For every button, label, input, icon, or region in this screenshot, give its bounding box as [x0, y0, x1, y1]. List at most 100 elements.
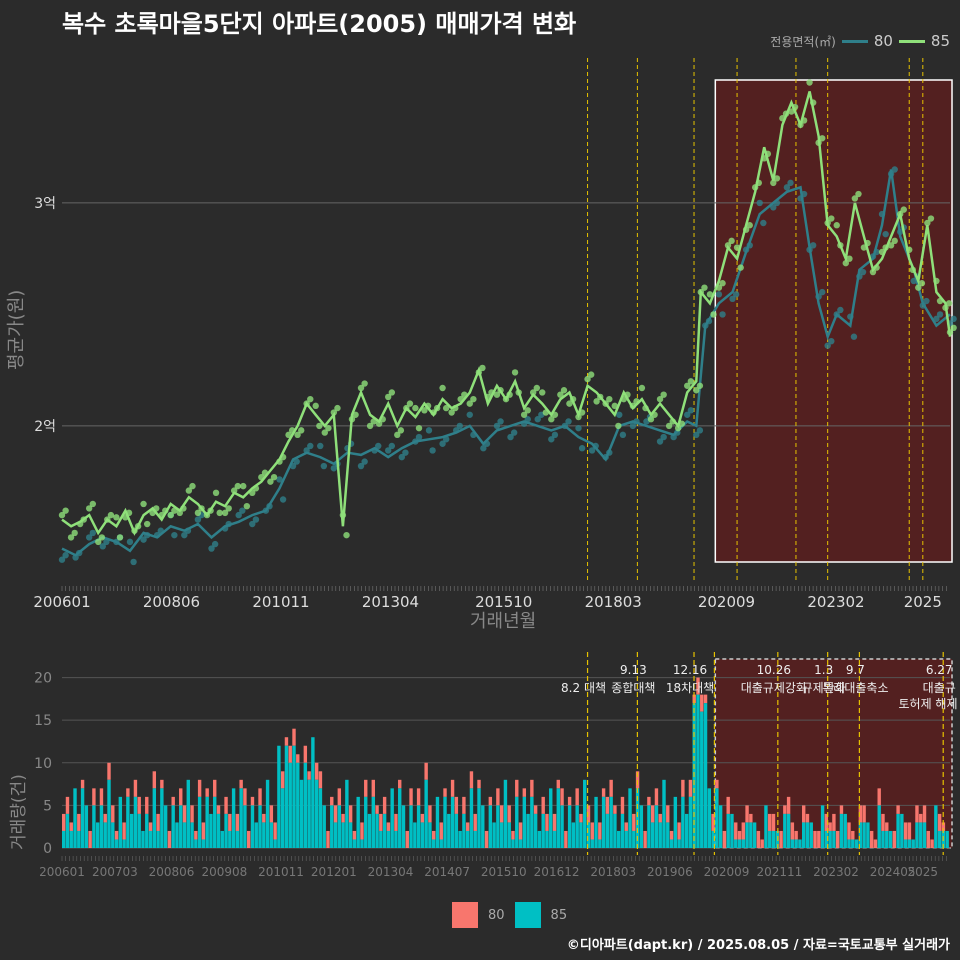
scatter-point-85: [520, 411, 528, 418]
bar-80: [858, 805, 863, 823]
scatter-point-80: [656, 438, 664, 445]
scatter-point-85: [316, 422, 323, 430]
bar-80: [247, 830, 251, 848]
bar-80: [907, 822, 912, 840]
bar-80: [586, 805, 591, 823]
bar-85: [696, 694, 700, 848]
bar-85: [583, 779, 587, 848]
bar-80: [197, 779, 202, 797]
bar-85: [216, 813, 221, 848]
bar-80: [179, 788, 183, 806]
scatter-point-80: [330, 465, 338, 472]
bar-85: [515, 796, 519, 848]
bar-80: [190, 805, 194, 823]
legend-label-80: 80: [873, 32, 893, 50]
bar-80: [873, 839, 878, 848]
bar-85: [141, 830, 145, 848]
scatter-point-85: [357, 384, 365, 392]
scatter-point-80: [171, 531, 178, 539]
policy-date-label: 9.7: [846, 663, 865, 677]
bar-80: [722, 830, 727, 848]
bar-85: [609, 796, 613, 848]
scatter-point-80: [578, 445, 586, 452]
scatter-point-80: [466, 411, 473, 418]
scatter-point-85: [406, 400, 414, 407]
bar-85: [601, 796, 606, 848]
bar-80: [122, 822, 126, 840]
scatter-point-80: [783, 184, 791, 191]
scatter-point-85: [98, 534, 106, 541]
scatter-point-80: [629, 422, 637, 430]
x-tick-label-bottom: 201803: [590, 865, 636, 879]
policy-text-label: 종합대책: [611, 680, 655, 695]
scatter-point-85: [225, 505, 232, 512]
bar-legend-label-85: 85: [550, 907, 568, 923]
scatter-point-85: [71, 529, 78, 537]
scatter-point-80: [72, 554, 79, 561]
scatter-point-85: [212, 489, 220, 497]
bar-85: [477, 788, 481, 848]
scatter-point-85: [385, 393, 392, 401]
bar-80: [477, 779, 481, 789]
scatter-point-85: [851, 195, 859, 202]
bar-85: [148, 830, 153, 848]
scatter-point-85: [606, 395, 613, 403]
bar-85: [885, 830, 889, 848]
bar-85: [111, 822, 115, 848]
policy-text-label: 대출규제강화: [741, 681, 807, 695]
y-tick-label-bottom: 10: [34, 756, 52, 772]
bar-80: [613, 805, 617, 814]
scatter-point-85: [307, 395, 314, 403]
scatter-point-85: [412, 404, 419, 412]
scatter-point-85: [918, 280, 926, 287]
line-legend: 전용면적(㎡) 80 85: [770, 32, 950, 50]
scatter-point-85: [375, 420, 383, 427]
bar-85: [677, 839, 681, 848]
bar-80: [307, 771, 311, 780]
bar-85: [654, 805, 659, 848]
bar-85: [280, 788, 285, 848]
bar-80: [137, 796, 141, 814]
bar-85: [345, 779, 349, 848]
bar-80: [496, 788, 500, 806]
bar-80: [469, 771, 474, 789]
bar-80: [922, 805, 927, 823]
scatter-point-85: [325, 424, 332, 432]
bar-80: [669, 830, 674, 840]
scatter-point-85: [529, 389, 537, 396]
bar-85: [530, 796, 534, 848]
bar-80: [152, 771, 157, 789]
scatter-point-80: [660, 433, 667, 441]
bar-80: [126, 788, 130, 797]
bar-80: [745, 805, 749, 823]
bar-85: [911, 839, 915, 848]
bar-85: [390, 788, 394, 848]
bar-85: [847, 839, 851, 848]
bar-85: [107, 779, 111, 848]
bar-80: [915, 805, 919, 823]
bar-80: [564, 830, 568, 848]
legend-swatch-85: [898, 39, 925, 43]
bar-80: [145, 796, 149, 814]
bar-80: [560, 788, 564, 806]
bar-85: [179, 805, 183, 848]
bar-85: [137, 813, 141, 848]
scatter-point-80: [388, 442, 396, 450]
legend-title: 전용면적(㎡): [770, 34, 836, 49]
scatter-point-85: [361, 380, 368, 387]
scatter-point-85: [334, 404, 341, 412]
scatter-point-85: [693, 387, 700, 394]
scatter-point-85: [724, 242, 732, 249]
bar-85: [526, 813, 530, 848]
scatter-point-80: [276, 476, 283, 483]
bar-85: [790, 839, 795, 848]
scatter-point-85: [366, 422, 374, 430]
bar-85: [718, 805, 723, 848]
bar-85: [69, 830, 73, 848]
bar-85: [900, 813, 904, 848]
bar-80: [903, 822, 908, 840]
bar-85: [228, 830, 232, 848]
bar-85: [462, 813, 466, 848]
bar-80: [737, 830, 742, 840]
bar-85: [805, 822, 810, 848]
